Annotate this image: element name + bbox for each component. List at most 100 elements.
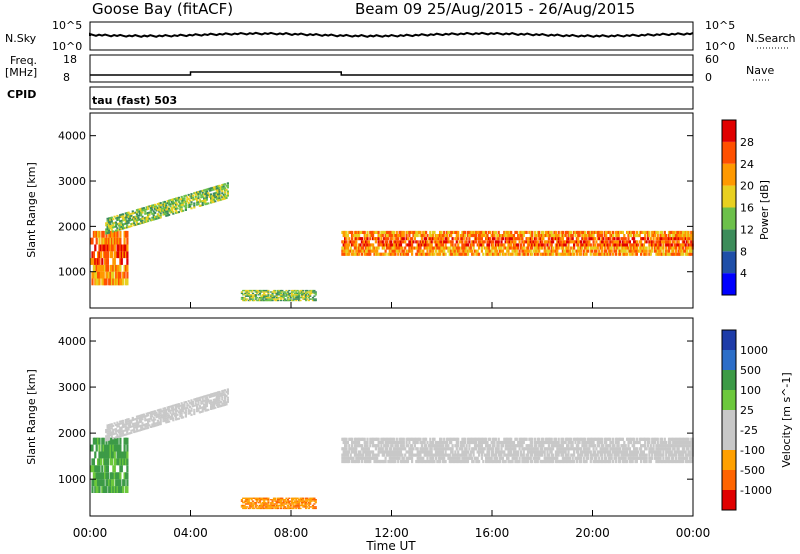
heatmap-cell: [546, 249, 549, 253]
heatmap-cell: [154, 216, 157, 218]
heatmap-cell: [138, 208, 141, 211]
heatmap-cell: [623, 447, 626, 451]
heatmap-cell: [514, 252, 517, 256]
heatmap-cell: [462, 249, 465, 253]
heatmap-cell: [399, 440, 403, 445]
heatmap-cell: [175, 197, 178, 200]
heatmap-cell: [549, 252, 552, 256]
heatmap-cell: [109, 479, 112, 487]
heatmap-cell: [429, 440, 432, 445]
heatmap-cell: [487, 437, 490, 441]
heatmap-cell: [392, 246, 396, 250]
heatmap-cell: [439, 447, 442, 451]
heatmap-cell: [687, 243, 690, 247]
heatmap-cell: [254, 506, 257, 508]
heatmap-cell: [161, 414, 164, 417]
heatmap-cell: [508, 459, 511, 464]
heatmap-cell: [547, 459, 550, 464]
heatmap-cell: [494, 450, 497, 454]
heatmap-cell: [475, 234, 478, 238]
heatmap-cell: [295, 294, 298, 296]
heatmap-cell: [159, 418, 162, 421]
heatmap-cell: [126, 220, 129, 223]
heatmap-cell: [553, 456, 556, 460]
heatmap-cell: [115, 237, 118, 245]
heatmap-cell: [655, 459, 658, 464]
heatmap-cell: [596, 440, 599, 445]
heatmap-cell: [613, 243, 616, 247]
heatmap-cell: [249, 503, 252, 505]
heatmap-cell: [489, 437, 492, 441]
heatmap-cell: [159, 212, 162, 215]
heatmap-cell: [512, 447, 516, 451]
heatmap-cell: [665, 252, 668, 256]
heatmap-cell: [246, 506, 249, 508]
heatmap-cell: [425, 237, 428, 241]
heatmap-cell: [180, 200, 183, 202]
heatmap-cell: [504, 440, 507, 445]
heatmap-cell: [493, 234, 496, 238]
heatmap-cell: [606, 437, 609, 441]
heatmap-cell: [264, 294, 267, 296]
heatmap-cell: [170, 207, 173, 209]
heatmap-cell: [95, 444, 98, 452]
heatmap-cell: [578, 234, 581, 238]
heatmap-cell: [212, 405, 215, 408]
heatmap-cell: [652, 447, 655, 451]
heatmap-cell: [372, 237, 375, 241]
heatmap-cell: [406, 437, 410, 441]
heatmap-cell: [673, 240, 676, 244]
heatmap-cell: [511, 234, 514, 238]
heatmap-cell: [349, 249, 352, 253]
heatmap-cell: [571, 237, 574, 241]
heatmap-cell: [211, 403, 214, 406]
heatmap-cell: [296, 292, 299, 295]
heatmap-cell: [652, 450, 655, 454]
heatmap-cell: [180, 198, 183, 200]
heatmap-cell: [486, 440, 489, 445]
heatmap-cell: [219, 188, 222, 191]
heatmap-cell: [536, 240, 539, 244]
heatmap-cell: [679, 252, 682, 256]
heatmap-cell: [578, 440, 581, 445]
heatmap-cell: [529, 230, 532, 234]
heatmap-cell: [249, 289, 252, 292]
heatmap-cell: [660, 237, 664, 241]
heatmap-cell: [120, 451, 123, 459]
heatmap-cell: [536, 459, 539, 464]
heatmap-cell: [619, 450, 622, 454]
heatmap-cell: [613, 456, 616, 460]
heatmap-cell: [526, 249, 530, 253]
heatmap-cell: [529, 444, 532, 448]
heatmap-cell: [540, 437, 544, 441]
heatmap-cell: [367, 252, 370, 256]
heatmap-cell: [277, 504, 280, 507]
heatmap-cell: [137, 223, 140, 225]
heatmap-cell: [172, 206, 175, 209]
heatmap-cell: [219, 394, 222, 397]
heatmap-cell: [425, 459, 428, 464]
heatmap-cell: [112, 451, 115, 459]
heatmap-cell: [217, 197, 220, 200]
heatmap-cell: [123, 271, 126, 279]
heatmap-cell: [616, 447, 619, 451]
heatmap-cell: [285, 501, 288, 504]
heatmap-cell: [655, 237, 658, 241]
heatmap-cell: [348, 450, 351, 454]
heatmap-cell: [258, 499, 262, 501]
heatmap-cell: [592, 243, 595, 247]
heatmap-cell: [246, 289, 249, 292]
heatmap-cell: [432, 456, 435, 460]
heatmap-cell: [112, 224, 115, 227]
heatmap-cell: [131, 216, 134, 219]
heatmap-cell: [144, 218, 147, 221]
heatmap-cell: [436, 252, 439, 256]
heatmap-cell: [267, 504, 270, 507]
heatmap-cell: [374, 453, 377, 457]
heatmap-cell: [486, 246, 489, 250]
heatmap-cell: [566, 456, 569, 460]
heatmap-cell: [243, 504, 246, 507]
heatmap-cell: [549, 230, 552, 234]
heatmap-cell: [489, 237, 492, 241]
heatmap-cell: [538, 456, 541, 460]
